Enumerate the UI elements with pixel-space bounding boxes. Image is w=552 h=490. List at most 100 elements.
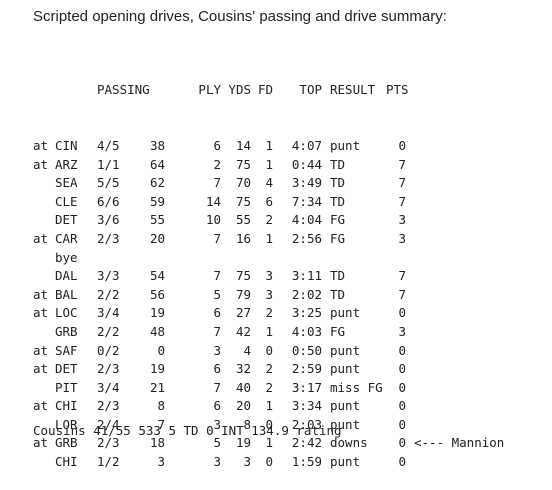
row-at-marker: at xyxy=(33,361,49,377)
table-row: at BAL 2/2 56 5 79 3 2:02 TD 7 xyxy=(33,286,504,305)
table-row: at LOC 3/4 19 6 27 2 3:25 punt 0 xyxy=(33,304,504,323)
row-note xyxy=(406,323,414,342)
row-passing: 2/2 xyxy=(97,286,120,302)
row-note xyxy=(406,342,414,361)
table-row: at GRB 2/3 18 5 19 1 2:42 downs 0 <--- Mannion xyxy=(33,434,504,453)
row-time-of-possession: 2:02 xyxy=(291,286,322,302)
row-passing-yards xyxy=(139,249,165,268)
row-at-marker: at xyxy=(33,156,49,172)
row-plays: 6 xyxy=(213,398,221,414)
row-passing-yards: 64 xyxy=(149,156,165,172)
row-yards: 14 xyxy=(235,137,251,153)
row-first-downs: 2 xyxy=(265,305,273,321)
row-time-of-possession: 2:42 xyxy=(291,435,322,451)
row-team: LOR xyxy=(55,416,78,432)
row-points: 3 xyxy=(398,212,406,228)
row-time-of-possession: 0:50 xyxy=(291,342,322,358)
row-team: ARZ xyxy=(55,156,78,172)
row-note xyxy=(406,416,414,435)
row-team: GRB xyxy=(55,435,78,451)
row-points: 0 xyxy=(398,435,406,451)
row-at-marker xyxy=(33,174,55,193)
row-first-downs: 4 xyxy=(265,175,273,191)
row-first-downs: 3 xyxy=(265,268,273,284)
row-plays: 7 xyxy=(213,323,221,339)
row-note xyxy=(406,360,414,379)
row-at-marker: at xyxy=(33,435,49,451)
table-row: CLE 6/6 59 14 75 6 7:34 TD 7 xyxy=(33,193,504,212)
row-time-of-possession: 4:04 xyxy=(291,212,322,228)
row-points: 0 xyxy=(398,361,406,377)
row-first-downs: 0 xyxy=(265,416,273,432)
row-points: 7 xyxy=(398,268,406,284)
row-first-downs: 1 xyxy=(265,137,273,153)
row-plays: 14 xyxy=(205,193,221,209)
row-team: LOC xyxy=(55,305,78,321)
row-passing-yards: 18 xyxy=(149,435,165,451)
row-passing-yards: 3 xyxy=(157,454,165,470)
row-passing-yards: 20 xyxy=(149,230,165,246)
row-first-downs: 1 xyxy=(265,435,273,451)
row-yards: 42 xyxy=(235,323,251,339)
header-passing: PASSING xyxy=(97,82,150,98)
row-team: CLE xyxy=(55,193,78,209)
row-note xyxy=(406,156,414,175)
row-yards: 16 xyxy=(235,230,251,246)
table-row: LOR 2/4 7 3 8 0 2:03 punt 0 xyxy=(33,416,504,435)
row-yards: 32 xyxy=(235,361,251,377)
row-team: bye xyxy=(55,249,78,265)
row-plays: 6 xyxy=(213,361,221,377)
row-result: TD xyxy=(330,193,346,209)
row-result: TD xyxy=(330,156,346,172)
row-points: 7 xyxy=(398,286,406,302)
row-at-marker xyxy=(33,249,55,268)
row-result: TD xyxy=(330,286,346,302)
row-points: 0 xyxy=(398,379,406,395)
row-passing: 2/4 xyxy=(97,416,120,432)
header-yds: YDS xyxy=(228,82,251,98)
row-first-downs: 1 xyxy=(265,156,273,172)
row-at-marker: at xyxy=(33,137,49,153)
row-first-downs: 3 xyxy=(265,286,273,302)
row-team: CIN xyxy=(55,137,78,153)
row-at-marker xyxy=(33,453,55,472)
table-row: at CAR 2/3 20 7 16 1 2:56 FG 3 xyxy=(33,230,504,249)
row-note xyxy=(406,211,414,230)
row-passing: 1/1 xyxy=(97,156,120,172)
row-result: punt xyxy=(330,416,361,432)
row-points: 0 xyxy=(398,398,406,414)
row-note xyxy=(406,137,414,156)
header-top: TOP xyxy=(299,82,322,98)
row-points: 7 xyxy=(398,193,406,209)
row-team: BAL xyxy=(55,286,78,302)
row-note: <--- Mannion xyxy=(414,435,505,451)
row-yards xyxy=(221,249,251,268)
row-passing: 1/2 xyxy=(97,454,120,470)
row-team: DET xyxy=(55,212,78,228)
row-yards: 3 xyxy=(243,454,251,470)
row-at-marker xyxy=(33,379,55,398)
row-team: GRB xyxy=(55,323,78,339)
row-yards: 8 xyxy=(243,416,251,432)
row-points: 3 xyxy=(398,323,406,339)
header-fd: FD xyxy=(257,82,273,98)
row-at-marker xyxy=(33,193,55,212)
row-result: punt xyxy=(330,342,361,358)
row-passing: 3/4 xyxy=(97,379,120,395)
row-passing: 4/5 xyxy=(97,137,120,153)
row-note xyxy=(406,174,414,193)
row-passing-yards: 62 xyxy=(149,175,165,191)
row-points: 7 xyxy=(398,156,406,172)
row-team: DAL xyxy=(55,268,78,284)
row-first-downs: 1 xyxy=(265,398,273,414)
row-points: 0 xyxy=(398,454,406,470)
table-row: at SAF 0/2 0 3 4 0 0:50 punt 0 xyxy=(33,342,504,361)
row-team: CHI xyxy=(55,398,78,414)
table-row: bye xyxy=(33,249,504,268)
row-passing-yards: 21 xyxy=(149,379,165,395)
row-first-downs: 2 xyxy=(265,212,273,228)
row-passing: 3/3 xyxy=(97,268,120,284)
row-yards: 20 xyxy=(235,398,251,414)
row-plays: 7 xyxy=(213,175,221,191)
table-row: at CIN 4/5 38 6 14 1 4:07 punt 0 xyxy=(33,137,504,156)
